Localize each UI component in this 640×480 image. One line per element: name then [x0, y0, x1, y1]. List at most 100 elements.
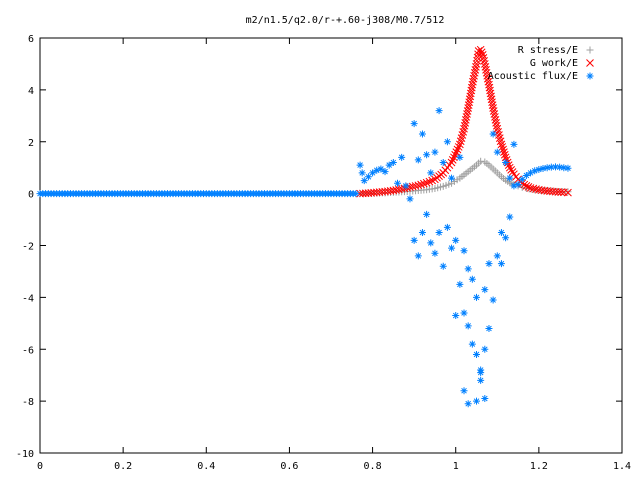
data-point [452, 236, 460, 244]
data-point [485, 260, 493, 268]
data-point [498, 143, 507, 151]
data-point [464, 322, 472, 330]
data-point [458, 131, 467, 139]
data-point [489, 107, 498, 115]
data-point [447, 158, 456, 167]
data-point [381, 168, 389, 176]
data-point [471, 66, 480, 74]
data-point [556, 163, 564, 171]
data-point [423, 210, 431, 218]
data-point [543, 164, 551, 172]
data-point [489, 104, 497, 112]
x-tick-label: 0.2 [114, 461, 132, 472]
data-point [482, 66, 490, 74]
data-point [461, 118, 470, 127]
data-point [539, 164, 547, 172]
data-point [369, 169, 377, 177]
data-point [531, 167, 539, 175]
data-point [518, 175, 526, 183]
data-point [495, 131, 503, 139]
data-point [473, 293, 480, 301]
data-point [506, 213, 514, 221]
data-point [489, 296, 497, 304]
data-point [564, 188, 572, 196]
data-point [505, 163, 514, 172]
data-point [460, 121, 469, 130]
data-point [470, 71, 478, 80]
data-point [468, 340, 476, 348]
data-point [448, 244, 456, 252]
data-point [461, 116, 470, 124]
data-point [456, 280, 464, 288]
data-point [485, 325, 493, 332]
data-point [468, 80, 477, 89]
data-point [478, 51, 487, 59]
data-point [473, 397, 480, 405]
data-point [490, 110, 499, 118]
data-point [398, 153, 406, 161]
data-point [492, 121, 501, 130]
data-point [477, 157, 485, 165]
data-point [439, 262, 447, 270]
data-point [476, 45, 485, 54]
x-tick-label: 1 [453, 461, 459, 472]
data-point [456, 140, 464, 149]
x-tick-label: 0.4 [197, 461, 215, 472]
legend-marker [586, 72, 594, 80]
data-point [473, 53, 482, 62]
data-point [460, 124, 468, 133]
data-point [389, 159, 397, 166]
data-point [468, 275, 476, 283]
data-point [414, 181, 423, 190]
data-point [469, 74, 478, 83]
legend-label: G work/E [530, 58, 578, 69]
data-point [564, 188, 572, 197]
legend: R stress/E G work/E Acoustic flux/E [488, 45, 594, 82]
data-point [448, 174, 456, 182]
data-point [477, 369, 485, 377]
data-point [419, 179, 428, 188]
data-point [497, 229, 505, 237]
y-tick-label: -2 [22, 242, 34, 253]
data-point [460, 387, 468, 395]
data-point [522, 181, 531, 190]
data-point [527, 169, 535, 177]
data-point [418, 130, 426, 138]
data-point [470, 68, 479, 77]
data-point [459, 128, 468, 136]
data-point [410, 236, 418, 244]
data-point [435, 229, 443, 237]
data-point [524, 183, 533, 191]
data-point [481, 395, 489, 403]
data-point [491, 113, 499, 121]
data-point [410, 120, 418, 128]
data-point [477, 48, 486, 57]
data-point [425, 177, 434, 186]
data-point [448, 156, 457, 164]
data-point [482, 68, 491, 77]
y-tick-label: -10 [16, 449, 34, 460]
data-point [472, 63, 480, 71]
data-point [352, 190, 360, 198]
x-tick-label: 0 [37, 461, 43, 472]
data-point [431, 148, 439, 156]
data-point [439, 159, 447, 166]
data-point [456, 137, 465, 146]
axes: 0 0.2 0.4 0.6 0.8 1 1.2 1.4 -10 -8 -6 -4 -2 0 2 4 6 [16, 34, 631, 472]
data-point [411, 182, 420, 190]
x-tick-label: 1.2 [530, 461, 548, 472]
y-tick-label: 2 [28, 138, 34, 149]
legend-marker [586, 59, 594, 67]
data-point [502, 234, 510, 242]
x-tick-label: 1.4 [613, 461, 631, 472]
data-point [464, 400, 472, 408]
data-point [492, 118, 500, 127]
data-point [462, 113, 471, 121]
data-point [560, 164, 568, 172]
data-point [443, 138, 451, 146]
chart-marks [36, 45, 572, 408]
data-point [495, 134, 504, 142]
data-point [472, 60, 481, 68]
data-point [477, 376, 485, 384]
